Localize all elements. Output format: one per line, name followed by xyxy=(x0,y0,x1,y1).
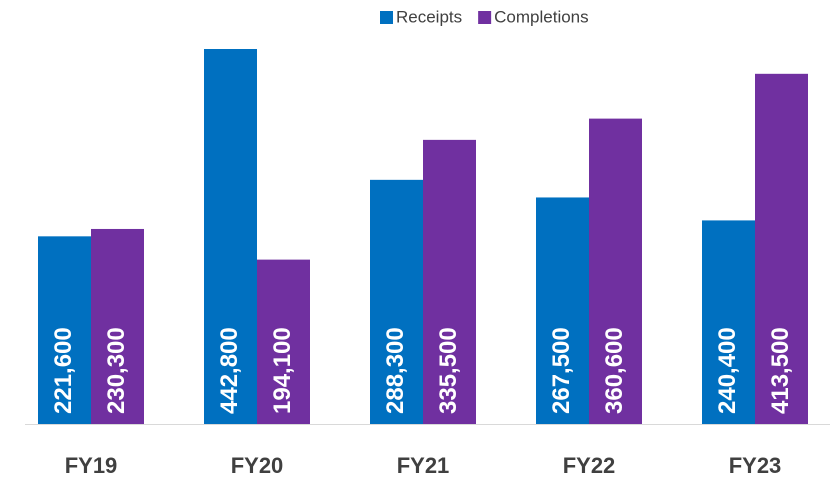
data-label: 267,500 xyxy=(548,327,575,414)
data-label: 240,400 xyxy=(714,327,741,414)
legend-label: Receipts xyxy=(396,7,462,26)
data-label: 442,800 xyxy=(216,327,243,414)
x-tick-label: FY22 xyxy=(563,453,616,478)
bar xyxy=(370,179,423,424)
bar xyxy=(755,73,808,424)
x-tick-label: FY21 xyxy=(397,453,450,478)
data-label: 230,300 xyxy=(103,327,130,414)
x-tick-label: FY23 xyxy=(729,453,782,478)
data-label: 288,300 xyxy=(382,327,409,414)
bar xyxy=(204,49,257,424)
bar xyxy=(257,259,310,424)
bar xyxy=(91,228,144,424)
legend-label: Completions xyxy=(494,7,589,26)
bar xyxy=(702,220,755,424)
legend-swatch xyxy=(478,11,492,24)
data-label: 221,600 xyxy=(50,327,77,414)
data-label: 335,500 xyxy=(435,327,462,414)
bar xyxy=(38,236,91,424)
bar xyxy=(536,197,589,424)
data-label: 413,500 xyxy=(767,327,794,414)
x-tick-label: FY20 xyxy=(231,453,284,478)
data-label: 360,600 xyxy=(601,327,628,414)
x-tick-label: FY19 xyxy=(65,453,118,478)
bar xyxy=(589,118,642,424)
legend-swatch xyxy=(380,11,393,24)
bar xyxy=(423,139,476,424)
data-label: 194,100 xyxy=(269,327,296,414)
